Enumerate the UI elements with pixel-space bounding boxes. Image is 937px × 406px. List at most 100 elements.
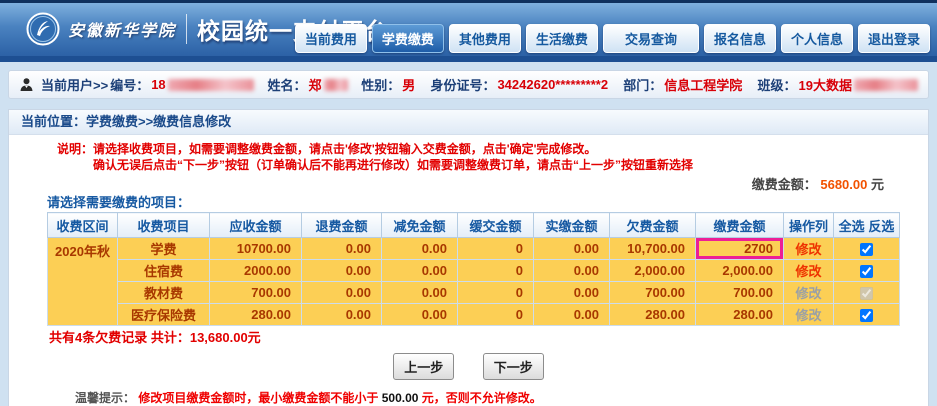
notice-label: 温馨提示： bbox=[75, 391, 136, 405]
instructions-line2: 确认无误后点击“下一步”按钮（订单确认后不能再进行修改）如需要调整缴费订单，请点… bbox=[93, 158, 694, 172]
row-checkbox[interactable] bbox=[860, 309, 873, 323]
breadcrumb: 当前位置：学费缴费>>缴费信息修改 bbox=[9, 110, 928, 135]
cell-reduction: 0.00 bbox=[381, 259, 458, 282]
cell-owed: 700.00 bbox=[609, 281, 696, 304]
user-name-redaction bbox=[323, 78, 349, 91]
arrears-summary: 共有4条欠费记录 共计：13,680.00元 bbox=[49, 330, 261, 345]
modify-link[interactable]: 修改 bbox=[795, 264, 822, 279]
tab-tuition-payment[interactable]: 学费缴费 bbox=[371, 24, 444, 53]
tab-logout[interactable]: 退出登录 bbox=[857, 24, 930, 53]
user-class-label: 班级： bbox=[757, 78, 797, 93]
tab-registration-info[interactable]: 报名信息 bbox=[703, 24, 776, 53]
user-class-value: 19大数据 bbox=[798, 78, 852, 93]
user-name-label: 姓名： bbox=[267, 78, 307, 93]
cell-receivable: 280.00 bbox=[209, 303, 302, 326]
cell-payment-highlighted: 2700 bbox=[695, 237, 784, 260]
cell-reduction: 0.00 bbox=[381, 281, 458, 304]
select-items-label: 请选择需要缴费的项目： bbox=[47, 195, 191, 210]
warm-notice: 温馨提示： 修改项目缴费金额时，最小缴费金额不能小于 500.00 元，否则不允… bbox=[9, 380, 928, 406]
fee-row-accommodation: 住宿费 2000.00 0.00 0.00 0 0.00 2,000.00 2,… bbox=[48, 259, 900, 282]
cell-deferred: 0 bbox=[457, 303, 534, 326]
cell-refund: 0.00 bbox=[301, 303, 382, 326]
payment-amount-line: 缴费金额： 5680.00 元 bbox=[9, 175, 928, 194]
col-header-deferred: 缓交金额 bbox=[457, 212, 534, 238]
cell-owed: 280.00 bbox=[609, 303, 696, 326]
payment-amount-value: 5680.00 bbox=[820, 177, 868, 192]
fee-table-header-row: 收费区间 收费项目 应收金额 退费金额 减免金额 缓交金额 实缴金额 欠费金额 … bbox=[47, 212, 900, 238]
cell-receivable: 700.00 bbox=[209, 281, 302, 304]
nav-tabs: 当前费用 学费缴费 其他费用 生活缴费 交易查询 报名信息 个人信息 退出登录 bbox=[294, 24, 930, 53]
user-id-label: 编号： bbox=[110, 78, 150, 93]
cell-reduction: 0.00 bbox=[381, 237, 458, 260]
instructions-lines: 请选择收费项目，如需要调整缴费金额，请点击'修改'按钮输入交费金额，点击'确定'… bbox=[93, 141, 693, 173]
cell-refund: 0.00 bbox=[301, 259, 382, 282]
modify-link-disabled: 修改 bbox=[795, 286, 822, 301]
cell-item: 医疗保险费 bbox=[117, 303, 210, 326]
tab-other-fees[interactable]: 其他费用 bbox=[448, 24, 521, 53]
row-checkbox[interactable] bbox=[860, 243, 873, 257]
col-header-operation: 操作列 bbox=[783, 212, 834, 238]
cell-receivable: 10700.00 bbox=[209, 237, 302, 260]
previous-step-button[interactable]: 上一步 bbox=[393, 353, 455, 380]
user-id-value: 18 bbox=[151, 77, 166, 92]
cell-item: 学费 bbox=[117, 237, 210, 260]
instructions-line1: 请选择收费项目，如需要调整缴费金额，请点击'修改'按钮输入交费金额，点击'确定'… bbox=[93, 142, 597, 156]
modify-link-disabled: 修改 bbox=[795, 308, 822, 323]
user-idcard-value: 34242620*********2 bbox=[497, 77, 609, 92]
brand-divider bbox=[186, 14, 188, 44]
tab-current-fees[interactable]: 当前费用 bbox=[294, 24, 367, 53]
user-dept-value: 信息工程学院 bbox=[664, 78, 743, 93]
cell-item: 教材费 bbox=[117, 281, 210, 304]
row-checkbox-disabled bbox=[860, 287, 873, 301]
user-avatar-icon bbox=[20, 78, 33, 91]
col-header-period: 收费区间 bbox=[47, 212, 118, 238]
cell-owed: 2,000.00 bbox=[609, 259, 696, 282]
user-prefix: 当前用户>> bbox=[41, 78, 109, 93]
col-header-select: 全选 反选 bbox=[833, 212, 900, 238]
col-header-item: 收费项目 bbox=[117, 212, 210, 238]
fee-row-textbook: 教材费 700.00 0.00 0.00 0 0.00 700.00 700.0… bbox=[48, 281, 900, 304]
invert-select-link[interactable]: 反选 bbox=[868, 218, 895, 234]
cell-paid: 0.00 bbox=[533, 281, 610, 304]
cell-deferred: 0 bbox=[457, 281, 534, 304]
next-step-button[interactable]: 下一步 bbox=[482, 353, 544, 380]
modify-link[interactable]: 修改 bbox=[795, 242, 822, 257]
notice-pre: 修改项目缴费金额时，最小缴费金额不能小于 bbox=[138, 391, 379, 405]
payment-amount-label: 缴费金额： bbox=[751, 177, 817, 192]
col-header-refund: 退费金额 bbox=[301, 212, 382, 238]
select-all-link[interactable]: 全选 bbox=[838, 218, 865, 234]
instructions: 说明： 请选择收费项目，如需要调整缴费金额，请点击'修改'按钮输入交费金额，点击… bbox=[9, 135, 928, 175]
user-id-redaction bbox=[167, 78, 255, 91]
notice-post: 元，否则不允许修改。 bbox=[421, 391, 542, 405]
row-checkbox[interactable] bbox=[860, 265, 873, 279]
cell-payment: 280.00 bbox=[695, 303, 784, 326]
cell-receivable: 2000.00 bbox=[209, 259, 302, 282]
fee-row-tuition: 2020年秋 学费 10700.00 0.00 0.00 0 0.00 10,7… bbox=[47, 237, 900, 326]
notice-min-amount: 500.00 bbox=[381, 391, 419, 405]
user-info-bar: 当前用户>> 编号： 18 姓名： 郑 性别： 男 身份证号： 34242620… bbox=[8, 70, 929, 99]
cell-refund: 0.00 bbox=[301, 237, 382, 260]
col-header-receivable: 应收金额 bbox=[209, 212, 302, 238]
user-idcard-label: 身份证号： bbox=[430, 78, 496, 93]
col-header-paid: 实缴金额 bbox=[533, 212, 610, 238]
user-name-value: 郑 bbox=[308, 78, 322, 93]
col-header-payment: 缴费金额 bbox=[695, 212, 784, 238]
cell-paid: 0.00 bbox=[533, 237, 610, 260]
cell-paid: 0.00 bbox=[533, 303, 610, 326]
user-class-redaction bbox=[853, 78, 918, 91]
cell-payment: 700.00 bbox=[695, 281, 784, 304]
tab-living-payment[interactable]: 生活缴费 bbox=[525, 24, 598, 53]
cell-owed: 10,700.00 bbox=[609, 237, 696, 260]
tab-transaction-query[interactable]: 交易查询 bbox=[602, 24, 699, 53]
cell-paid: 0.00 bbox=[533, 259, 610, 282]
cell-deferred: 0 bbox=[457, 237, 534, 260]
payment-amount-unit: 元 bbox=[870, 177, 884, 192]
university-logo-icon bbox=[26, 12, 60, 46]
fee-row-medical-insurance: 医疗保险费 280.00 0.00 0.00 0 0.00 280.00 280… bbox=[48, 303, 900, 326]
cell-deferred: 0 bbox=[457, 259, 534, 282]
tab-personal-info[interactable]: 个人信息 bbox=[780, 24, 853, 53]
user-gender-label: 性别： bbox=[361, 78, 401, 93]
main-panel: 当前位置：学费缴费>>缴费信息修改 说明： 请选择收费项目，如需要调整缴费金额，… bbox=[8, 109, 929, 406]
cell-payment: 2,000.00 bbox=[695, 259, 784, 282]
user-gender-value: 男 bbox=[402, 78, 416, 93]
